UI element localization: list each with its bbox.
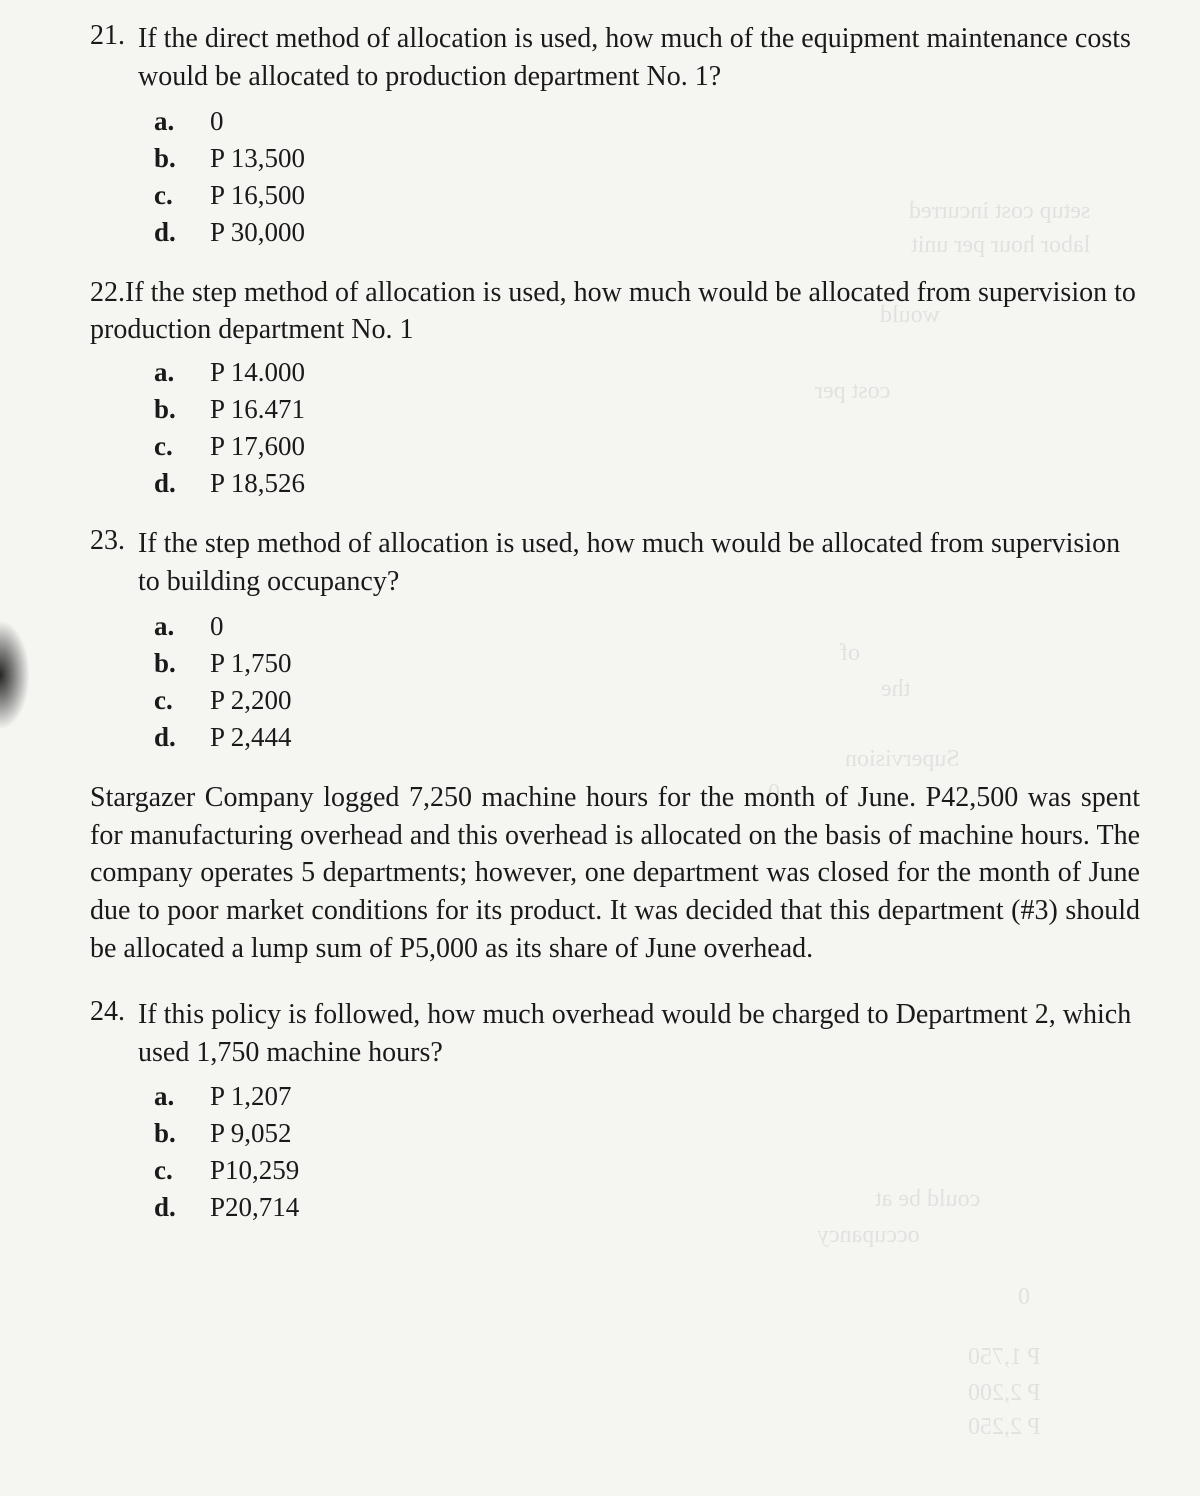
option-text: P 30,000 xyxy=(210,217,305,248)
option-letter: b. xyxy=(154,143,210,174)
option-text: P 14.000 xyxy=(210,357,305,388)
option-text: 0 xyxy=(210,611,224,642)
option-letter: b. xyxy=(154,394,210,425)
option-letter: a. xyxy=(154,611,210,642)
option-text: P 2,444 xyxy=(210,722,292,753)
option-text: 0 xyxy=(210,106,224,137)
option-letter: b. xyxy=(154,1118,210,1149)
option-text: P20,714 xyxy=(210,1192,299,1223)
option-letter: d. xyxy=(154,468,210,499)
ghost-text: P 2,250 xyxy=(968,1414,1040,1441)
ghost-text: P 1,750 xyxy=(968,1344,1040,1371)
question-22: 22.If the step method of allocation is u… xyxy=(90,274,1140,500)
option-text: P 1,750 xyxy=(210,648,292,679)
question-number: 21. xyxy=(90,20,138,96)
option-text: P 16,500 xyxy=(210,180,305,211)
question-24: 24. If this policy is followed, how much… xyxy=(90,996,1140,1224)
option-letter: a. xyxy=(154,1081,210,1112)
option-text: P 9,052 xyxy=(210,1118,292,1149)
ghost-text: occupancy xyxy=(817,1222,920,1249)
option-text: P 18,526 xyxy=(210,468,305,499)
option-letter: d. xyxy=(154,217,210,248)
question-23: 23. If the step method of allocation is … xyxy=(90,525,1140,753)
ghost-text: 0 xyxy=(1018,1284,1030,1311)
option-text: P 17,600 xyxy=(210,431,305,462)
passage-text: Stargazer Company logged 7,250 machine h… xyxy=(90,779,1140,968)
option-letter: c. xyxy=(154,431,210,462)
page-binding-shadow xyxy=(0,620,30,730)
question-number: 23. xyxy=(90,525,138,601)
question-text: 22.If the step method of allocation is u… xyxy=(90,274,1140,350)
option-letter: c. xyxy=(154,1155,210,1186)
option-letter: a. xyxy=(154,357,210,388)
options-list: a.0 b.P 13,500 c.P 16,500 d.P 30,000 xyxy=(154,106,1140,248)
question-text: If the step method of allocation is used… xyxy=(138,525,1140,601)
option-letter: c. xyxy=(154,685,210,716)
options-list: a.P 1,207 b.P 9,052 c.P10,259 d.P20,714 xyxy=(154,1081,1140,1223)
option-letter: a. xyxy=(154,106,210,137)
question-21: 21. If the direct method of allocation i… xyxy=(90,20,1140,248)
option-text: P 2,200 xyxy=(210,685,292,716)
question-number: 24. xyxy=(90,996,138,1072)
option-text: P 16.471 xyxy=(210,394,305,425)
option-text: P10,259 xyxy=(210,1155,299,1186)
option-text: P 1,207 xyxy=(210,1081,292,1112)
question-text: If the direct method of allocation is us… xyxy=(138,20,1140,96)
ghost-text: P 2,200 xyxy=(968,1380,1040,1407)
option-letter: d. xyxy=(154,722,210,753)
question-text: If this policy is followed, how much ove… xyxy=(138,996,1140,1072)
option-letter: c. xyxy=(154,180,210,211)
option-text: P 13,500 xyxy=(210,143,305,174)
options-list: a.0 b.P 1,750 c.P 2,200 d.P 2,444 xyxy=(154,611,1140,753)
option-letter: b. xyxy=(154,648,210,679)
option-letter: d. xyxy=(154,1192,210,1223)
options-list: a.P 14.000 b.P 16.471 c.P 17,600 d.P 18,… xyxy=(154,357,1140,499)
